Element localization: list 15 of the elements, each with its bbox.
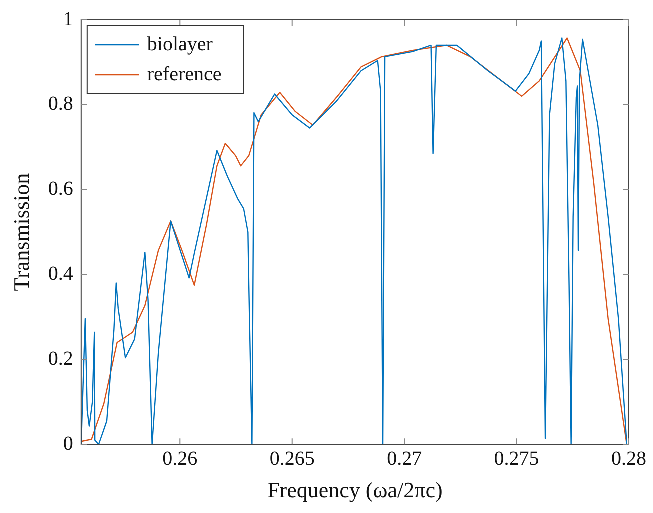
x-tick-label: 0.27 [387,448,422,470]
legend-label: reference [147,63,222,86]
x-tick-label: 0.265 [270,448,315,470]
y-axis-title: Transmission [8,173,34,292]
y-tick-label: 0 [63,432,74,455]
y-tick-label: 0.4 [48,263,74,286]
x-tick-label: 0.275 [494,448,540,470]
x-tick-label: 0.26 [162,448,198,470]
y-tick-label: 0.2 [48,348,74,370]
x-tick-label: 0.28 [612,448,646,470]
x-axis-title: Frequency (ωa/2πc) [268,478,443,503]
y-tick-label: 1 [63,8,74,30]
y-tick-label: 0.6 [48,178,74,200]
y-tick-label: 0.8 [48,93,74,116]
legend-label: biolayer [147,33,214,56]
